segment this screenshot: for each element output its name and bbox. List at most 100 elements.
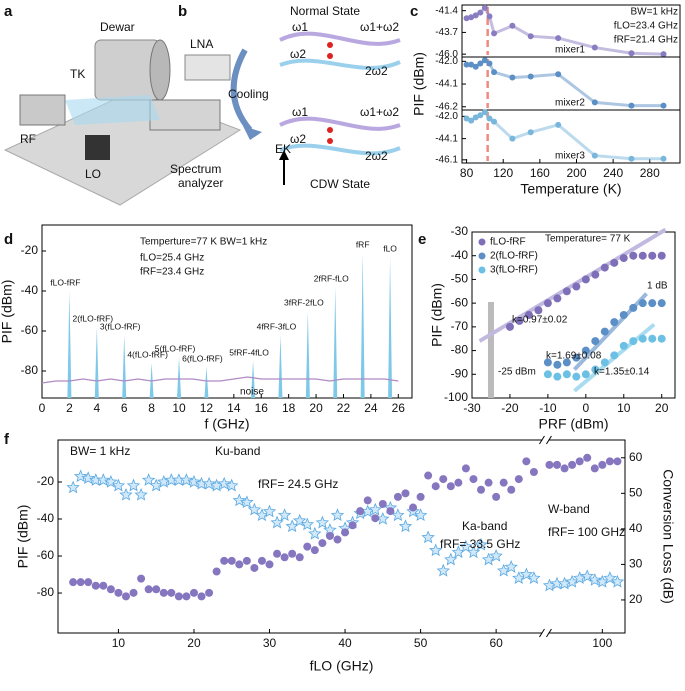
point: [106, 585, 115, 594]
point: [242, 556, 251, 565]
annotation: BW= 1 kHz: [70, 444, 130, 458]
star-marker: [595, 574, 609, 588]
point: [638, 251, 647, 260]
star-marker: [504, 560, 518, 573]
spectrum-peak: [278, 335, 283, 398]
star-marker: [398, 519, 413, 533]
point: [648, 334, 657, 343]
annotation: W-band: [548, 502, 590, 516]
point: [648, 251, 657, 260]
point: [69, 578, 78, 587]
point: [114, 588, 123, 597]
y-tick-label: -46.0: [435, 49, 458, 60]
setup-label: LNA: [190, 37, 213, 51]
spectrum-peak: [333, 287, 338, 398]
diagram-label: CDW State: [310, 177, 370, 191]
peak-label: 2fRF-fLO: [314, 273, 349, 283]
point: [610, 351, 619, 360]
annotation: mixer3: [555, 151, 585, 162]
point: [481, 4, 488, 11]
point: [424, 471, 433, 480]
spectrum-peak: [360, 253, 365, 398]
x-tick-label: 80: [460, 166, 474, 180]
diagram-label: 2ω2: [365, 149, 388, 163]
point: [481, 57, 488, 64]
point: [416, 492, 425, 501]
star-marker: [141, 473, 156, 486]
star-marker: [96, 473, 110, 486]
annotation: mixer2: [555, 98, 585, 109]
point: [84, 578, 93, 587]
point: [468, 61, 475, 68]
panel-label: d: [4, 231, 13, 248]
annotation: fLO=25.4 GHz: [140, 253, 204, 264]
star-marker: [481, 552, 496, 566]
peak-label: fLO-fRF: [50, 277, 80, 287]
y-tick-label: -60: [37, 548, 55, 562]
x-tick-label: 240: [603, 166, 623, 180]
point: [463, 115, 470, 122]
diagram-label: ω1+ω2: [360, 20, 399, 34]
point: [484, 478, 493, 487]
star-marker: [270, 515, 284, 529]
point: [431, 482, 440, 491]
y-tick-label: -70: [451, 319, 469, 333]
point: [543, 358, 552, 367]
point: [91, 581, 100, 590]
point: [235, 560, 244, 569]
spectrum-peak: [67, 291, 72, 398]
panel-label: b: [178, 3, 187, 20]
annotation: fRF= 24.5 GHz: [258, 477, 338, 491]
point: [660, 102, 667, 109]
point: [568, 460, 577, 469]
point: [605, 457, 614, 466]
point: [660, 155, 667, 162]
point: [553, 294, 562, 303]
y-tick-label: -46.2: [435, 101, 458, 112]
peak-label: 5fRF-4fLO: [229, 347, 269, 357]
diagram-label: ω1: [292, 20, 308, 34]
point: [325, 531, 334, 540]
peak-label: 3fRF-2fLO: [284, 297, 324, 307]
panel-label: c: [410, 3, 418, 20]
point: [99, 581, 108, 590]
point: [555, 121, 562, 128]
y-tick-label: -46.1: [435, 154, 458, 165]
point: [454, 478, 463, 487]
series-label: noise: [240, 387, 264, 398]
point: [318, 539, 327, 548]
point: [348, 521, 357, 530]
point: [515, 316, 524, 325]
x-tick-label: 10: [617, 401, 631, 415]
annotation: fRF= 33.5 GHz: [440, 537, 520, 551]
axis-break: [546, 628, 552, 638]
plot-frame: [471, 231, 676, 399]
peak-label: fRF: [356, 239, 370, 249]
y-tick-label: -42.0: [435, 56, 458, 67]
star-marker: [466, 545, 481, 559]
x-tick-label: 2: [66, 401, 73, 415]
x-tick-label: 12: [200, 401, 214, 415]
point: [657, 334, 666, 343]
setup-label: RF: [20, 132, 36, 146]
y-tick-label: -100: [444, 390, 468, 404]
point: [591, 337, 600, 346]
point: [553, 372, 562, 381]
panel-label: f: [4, 431, 10, 448]
diagram-label: ω1: [292, 105, 308, 119]
spectrum-peak: [94, 327, 99, 398]
point: [613, 457, 622, 466]
point: [553, 460, 562, 469]
point: [468, 117, 475, 124]
point: [499, 478, 508, 487]
point: [76, 578, 85, 587]
point: [527, 129, 534, 136]
point: [619, 254, 628, 263]
axis-break: [546, 435, 552, 445]
diagram-label: Cooling: [228, 87, 269, 101]
setup-label: analyzer: [178, 176, 223, 190]
point: [250, 563, 259, 572]
shade-bar: [487, 302, 494, 398]
point: [619, 341, 628, 350]
point: [610, 258, 619, 267]
